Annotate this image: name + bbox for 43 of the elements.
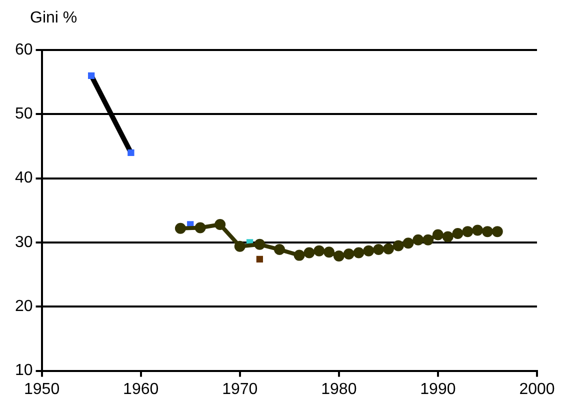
- point: [432, 229, 444, 240]
- point: [492, 226, 503, 238]
- x-tick-label: 1990: [420, 380, 456, 398]
- point: [234, 240, 246, 252]
- point: [472, 224, 484, 236]
- point: [294, 250, 305, 261]
- point: [256, 256, 264, 262]
- x-tick-label: 1950: [24, 380, 60, 398]
- point: [88, 72, 95, 79]
- point: [314, 245, 325, 256]
- x-tick-label: 2000: [519, 380, 555, 398]
- y-tick-label: 60: [15, 41, 33, 58]
- point: [402, 238, 414, 249]
- y-axis-title: Gini %: [30, 9, 78, 26]
- point: [174, 222, 186, 234]
- y-tick-label: 10: [15, 362, 33, 380]
- point: [373, 244, 384, 256]
- point: [214, 219, 226, 230]
- point: [343, 248, 354, 260]
- point: [324, 246, 335, 258]
- y-tick-label: 30: [15, 234, 33, 251]
- point: [452, 228, 464, 239]
- point: [128, 149, 134, 156]
- point: [274, 244, 285, 256]
- y-tick-label: 50: [15, 106, 33, 123]
- x-tick-label: 1980: [321, 380, 357, 398]
- point: [304, 247, 315, 258]
- point: [482, 226, 493, 238]
- x-tick-label: 1960: [123, 380, 159, 398]
- point: [382, 243, 394, 254]
- point: [333, 250, 344, 262]
- point: [363, 245, 374, 256]
- y-tick-label: 20: [15, 298, 33, 316]
- point: [194, 222, 206, 234]
- y-tick-label: 40: [15, 170, 33, 187]
- point: [254, 238, 266, 250]
- point: [442, 231, 454, 242]
- point: [412, 234, 424, 246]
- x-tick-label: 1970: [222, 380, 258, 398]
- point: [392, 240, 404, 252]
- point: [353, 247, 364, 258]
- point: [422, 234, 434, 246]
- point: [462, 226, 474, 238]
